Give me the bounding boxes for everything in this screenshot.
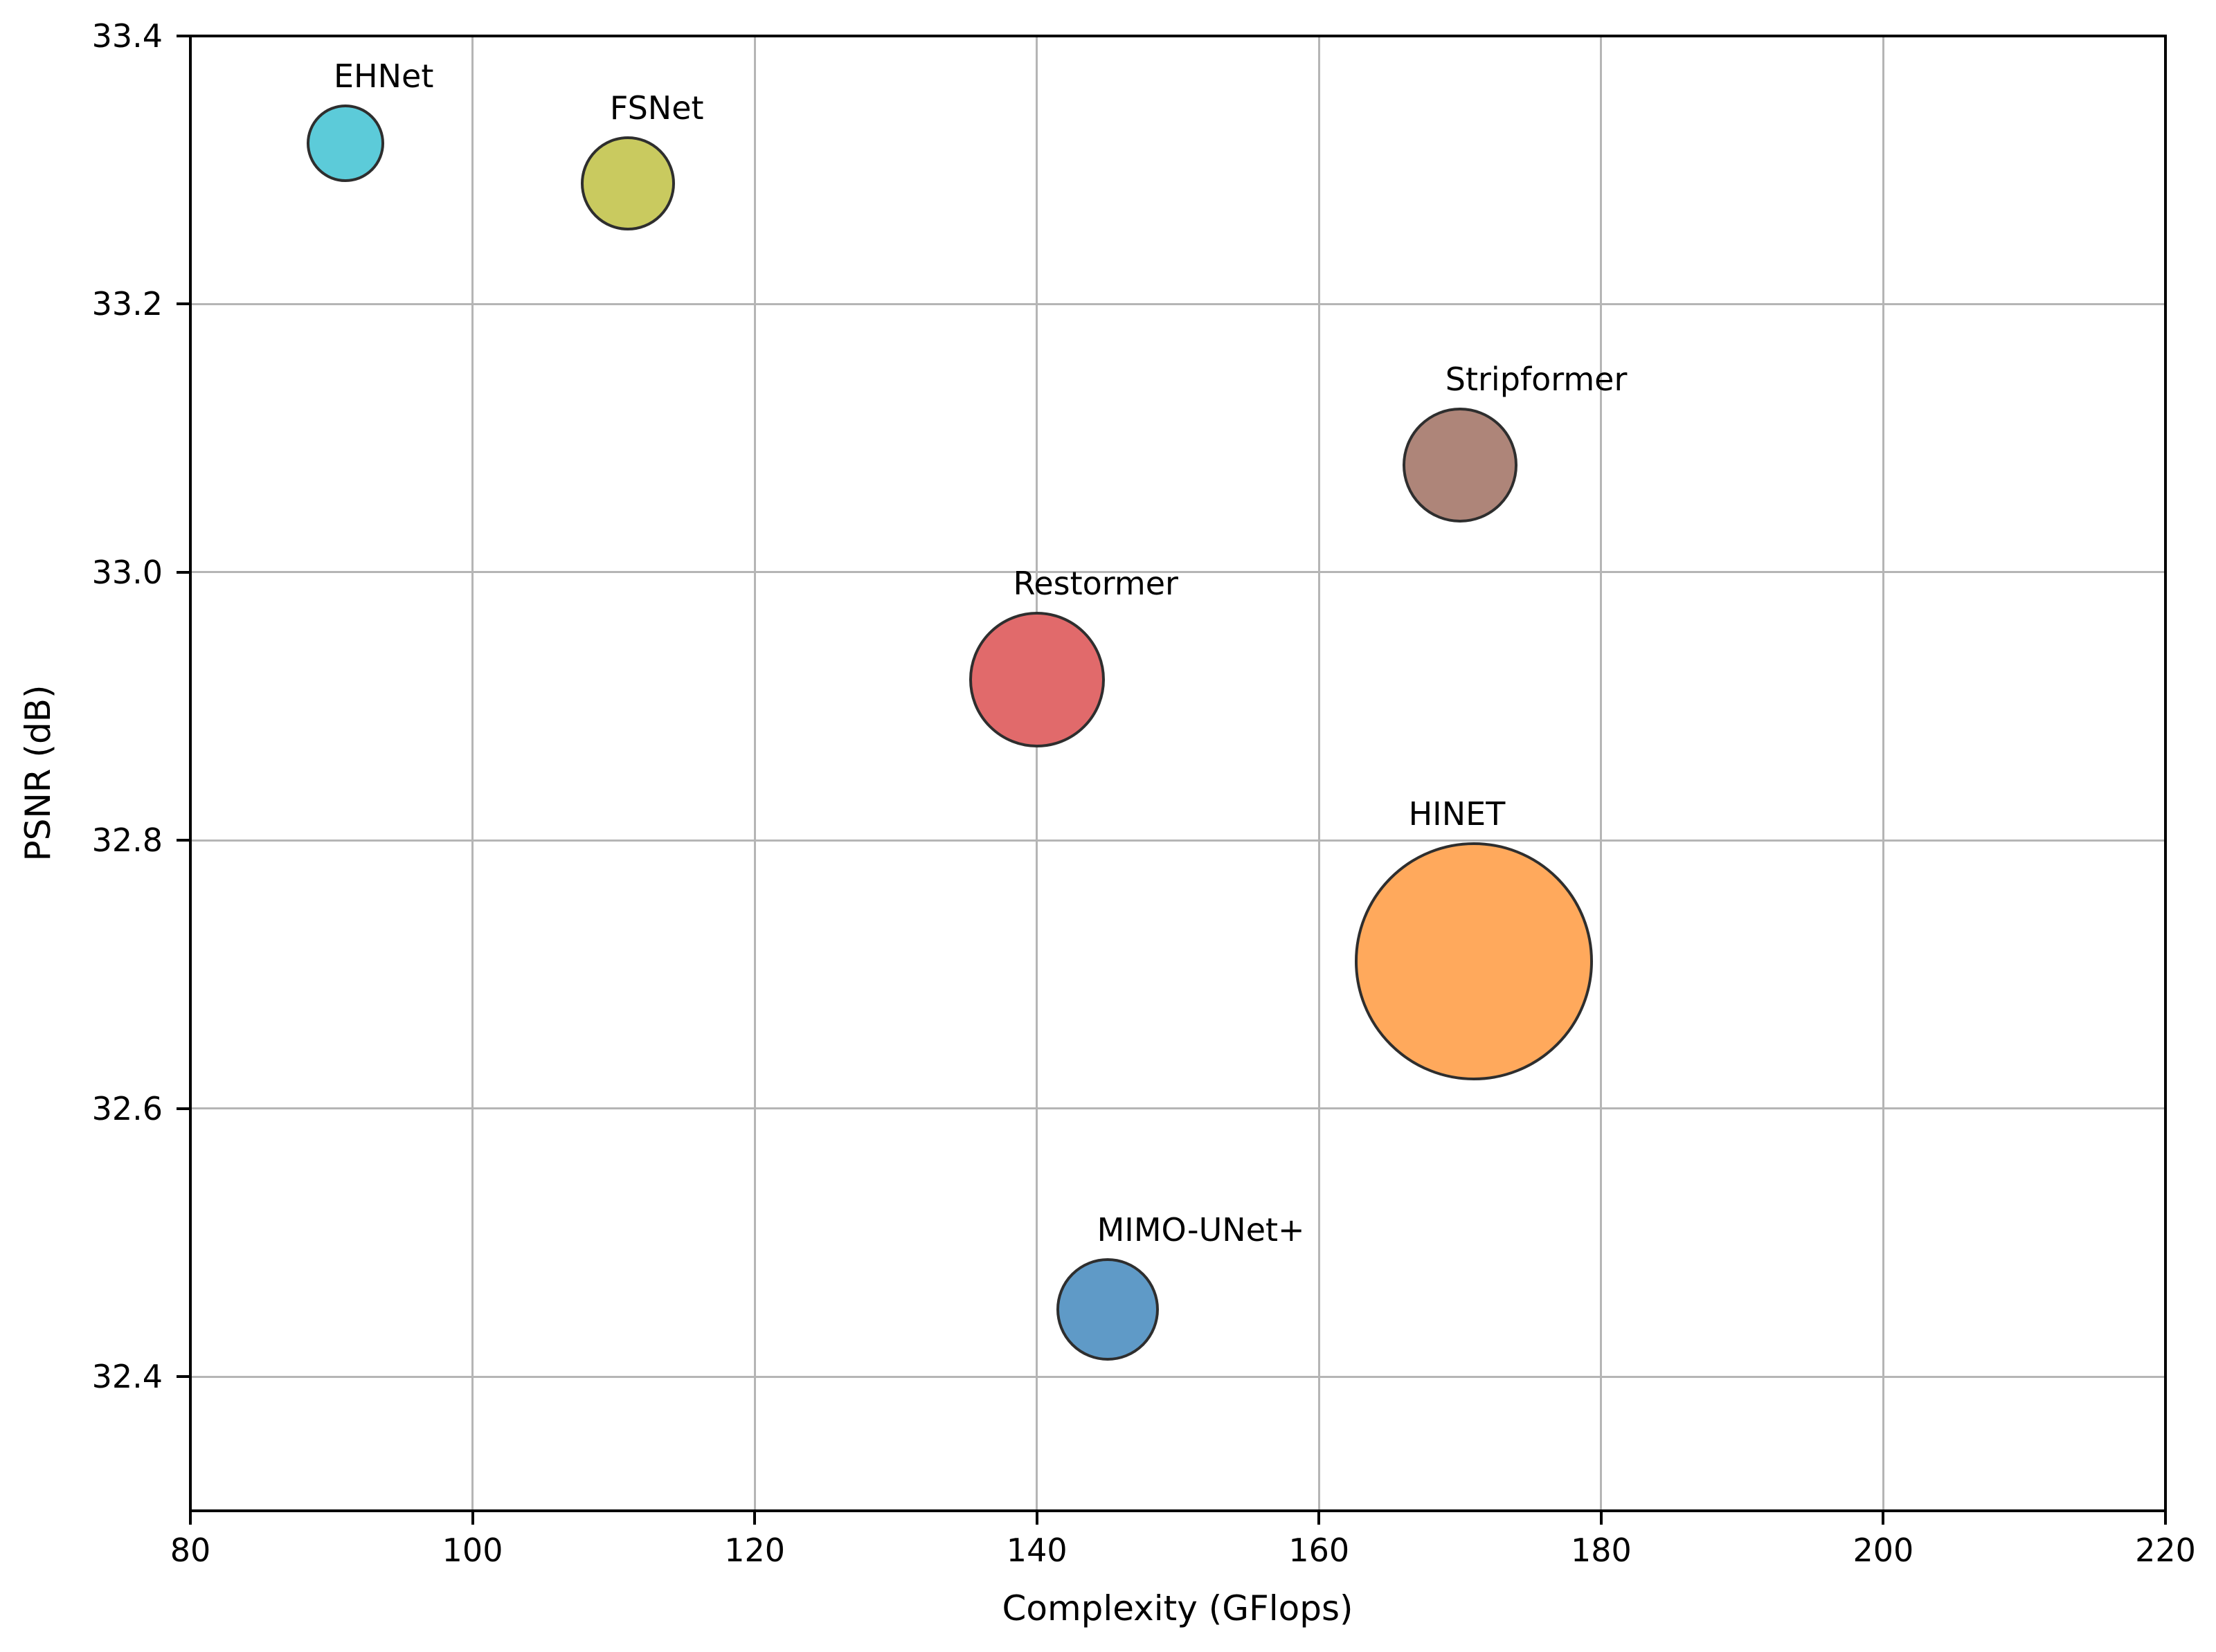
bubble-restormer (969, 611, 1105, 747)
gridline-x-140 (1036, 36, 1038, 1511)
y-tick-label-32.6: 32.6 (91, 1089, 163, 1127)
bubble-label-mimo-unet: MIMO-UNet+ (1097, 1211, 1305, 1249)
y-tick-mark-33.2 (177, 302, 190, 306)
x-tick-label-200: 200 (1853, 1532, 1914, 1569)
gridline-y-33.0 (190, 571, 2165, 574)
bubble-hinet (1355, 842, 1594, 1080)
y-tick-label-33.4: 33.4 (91, 17, 163, 55)
x-tick-label-120: 120 (724, 1532, 786, 1569)
y-tick-mark-33.0 (177, 570, 190, 574)
gridline-x-120 (753, 36, 756, 1511)
gridline-x-100 (471, 36, 474, 1511)
x-tick-mark-160 (1317, 1511, 1321, 1525)
x-tick-mark-80 (189, 1511, 192, 1525)
x-tick-mark-200 (1882, 1511, 1885, 1525)
bubble-label-hinet: HINET (1408, 795, 1506, 833)
x-tick-label-220: 220 (2135, 1532, 2196, 1569)
y-tick-label-33.2: 33.2 (91, 285, 163, 323)
x-tick-label-180: 180 (1570, 1532, 1632, 1569)
y-tick-mark-33.4 (177, 35, 190, 37)
gridline-y-32.4 (190, 1375, 2165, 1378)
bubble-ehnet (307, 104, 385, 182)
bubble-fsnet (580, 136, 675, 231)
x-tick-label-140: 140 (1006, 1532, 1068, 1569)
gridline-x-200 (1882, 36, 1884, 1511)
y-tick-mark-32.4 (177, 1375, 190, 1379)
plot-area-border (189, 35, 2167, 1512)
y-tick-label-32.4: 32.4 (91, 1358, 163, 1396)
x-tick-mark-100 (471, 1511, 474, 1525)
y-tick-mark-32.8 (177, 839, 190, 842)
x-tick-label-100: 100 (442, 1532, 503, 1569)
bubble-label-stripformer: Stripformer (1445, 360, 1628, 398)
y-tick-label-33.0: 33.0 (91, 553, 163, 591)
bubble-label-restormer: Restormer (1013, 564, 1178, 602)
gridline-x-160 (1317, 36, 1320, 1511)
x-tick-mark-140 (1035, 1511, 1038, 1525)
x-tick-mark-220 (2164, 1511, 2167, 1525)
x-tick-label-80: 80 (170, 1532, 211, 1569)
x-tick-mark-120 (753, 1511, 757, 1525)
x-tick-label-160: 160 (1288, 1532, 1350, 1569)
gridline-y-32.6 (190, 1107, 2165, 1110)
gridline-y-32.8 (190, 839, 2165, 842)
gridline-x-180 (1600, 36, 1603, 1511)
bubble-mimo-unet (1056, 1258, 1159, 1361)
x-axis-title: Complexity (GFlops) (1002, 1588, 1353, 1628)
y-axis-title: PSNR (dB) (18, 684, 58, 862)
bubble-stripformer (1403, 407, 1518, 523)
bubble-label-ehnet: EHNet (333, 57, 434, 95)
y-tick-label-32.8: 32.8 (91, 822, 163, 860)
y-tick-mark-32.6 (177, 1107, 190, 1110)
bubble-label-fsnet: FSNet (609, 89, 704, 127)
gridline-y-33.2 (190, 302, 2165, 305)
x-tick-mark-180 (1599, 1511, 1603, 1525)
